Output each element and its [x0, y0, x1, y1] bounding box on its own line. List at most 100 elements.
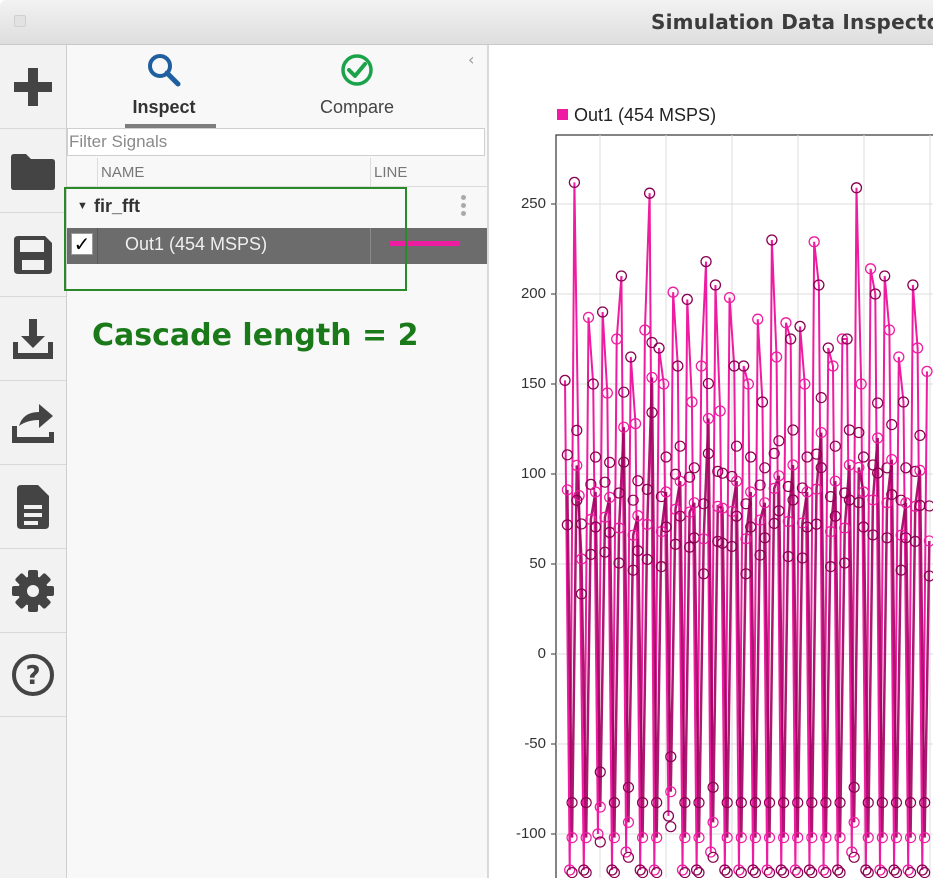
data-point: [834, 831, 846, 844]
column-separator[interactable]: [97, 158, 98, 186]
column-separator[interactable]: [370, 158, 371, 186]
data-point: [599, 546, 611, 558]
y-tick-label: 250: [520, 195, 546, 212]
data-point: [599, 511, 611, 523]
data-point: [907, 279, 919, 291]
data-point: [745, 451, 757, 463]
export-icon: [12, 403, 54, 443]
data-point: [857, 521, 870, 533]
search-icon: [148, 54, 181, 87]
data-point: [683, 471, 696, 483]
data-point: [923, 570, 933, 582]
data-point: [883, 324, 896, 336]
y-tick-label: 0: [537, 645, 546, 662]
data-point: [874, 864, 886, 876]
export-button[interactable]: [0, 381, 66, 465]
data-point: [902, 864, 914, 876]
signal-row[interactable]: ✓ Out1 (454 MSPS): [67, 228, 487, 264]
line-style-swatch[interactable]: [389, 241, 459, 246]
data-point: [646, 371, 658, 384]
tab-compare[interactable]: Compare: [314, 52, 400, 118]
y-tick-label: 50: [529, 555, 546, 572]
data-point: [829, 475, 841, 487]
import-icon: [13, 318, 53, 359]
left-toolbar: ?: [0, 45, 67, 878]
data-point: [672, 360, 684, 372]
data-point: [632, 545, 644, 557]
window-menu-button[interactable]: [14, 15, 26, 27]
data-point: [857, 451, 870, 463]
save-icon: [14, 235, 52, 274]
data-point: [740, 533, 752, 545]
panel-splitter[interactable]: [487, 45, 489, 878]
data-point: [810, 448, 823, 460]
data-point: [796, 552, 809, 564]
data-point: [846, 846, 858, 858]
data-point: [850, 182, 863, 194]
data-point: [615, 270, 628, 282]
data-point: [857, 486, 870, 498]
data-point: [914, 429, 926, 441]
data-point: [712, 465, 724, 477]
data-point: [707, 851, 719, 863]
annotation-highlight-box: [64, 187, 407, 291]
data-point: [575, 553, 588, 565]
data-point: [655, 560, 667, 573]
data-point: [643, 187, 656, 199]
data-point: [893, 351, 905, 363]
open-button[interactable]: [0, 129, 66, 213]
column-separator: [97, 228, 98, 264]
data-point: [919, 831, 931, 844]
more-options-icon[interactable]: [461, 195, 467, 219]
new-session-button[interactable]: [0, 45, 66, 129]
help-button[interactable]: ?: [0, 633, 66, 717]
data-point: [742, 378, 755, 390]
data-point: [620, 846, 632, 858]
data-point: [700, 255, 712, 268]
data-point: [604, 526, 616, 538]
data-point: [768, 482, 780, 494]
data-point: [702, 447, 714, 460]
data-point: [832, 864, 844, 876]
data-point: [698, 498, 710, 510]
data-point: [855, 378, 867, 390]
collapse-panel-button[interactable]: ‹: [468, 50, 475, 69]
plot-legend[interactable]: Out1 (454 MSPS): [557, 105, 716, 126]
data-point: [712, 500, 724, 512]
run-group-row[interactable]: ▼ fir_fft: [67, 190, 487, 226]
data-point: [662, 810, 675, 822]
save-button[interactable]: [0, 213, 66, 297]
data-point: [853, 426, 865, 439]
tab-inspect[interactable]: Inspect: [125, 52, 203, 118]
expand-arrow-icon[interactable]: ▼: [77, 200, 88, 212]
data-point: [770, 351, 783, 363]
data-point: [815, 462, 827, 474]
data-point: [632, 475, 644, 487]
filter-signals-input[interactable]: Filter Signals: [67, 128, 485, 156]
data-point: [578, 864, 590, 876]
plot-canvas[interactable]: [489, 45, 933, 878]
data-point: [634, 864, 646, 876]
data-point: [822, 342, 834, 354]
data-point: [864, 263, 877, 275]
data-point: [848, 816, 860, 828]
column-line-header[interactable]: LINE: [374, 164, 408, 181]
import-button[interactable]: [0, 297, 66, 381]
data-point: [561, 519, 573, 531]
report-button[interactable]: [0, 465, 66, 549]
signal-checkbox[interactable]: ✓: [71, 233, 93, 255]
data-point: [594, 801, 606, 813]
data-point: [881, 497, 893, 509]
data-point: [752, 313, 764, 325]
data-point: [651, 796, 663, 809]
column-name-header[interactable]: NAME: [101, 164, 145, 181]
annotation-text: Cascade length = 2: [92, 318, 419, 353]
data-point: [782, 550, 794, 563]
data-point: [683, 506, 696, 518]
data-point: [660, 486, 672, 498]
data-point: [580, 796, 592, 809]
data-point: [785, 333, 797, 345]
data-point: [754, 549, 766, 561]
settings-button[interactable]: [0, 549, 66, 633]
data-point: [872, 397, 884, 409]
